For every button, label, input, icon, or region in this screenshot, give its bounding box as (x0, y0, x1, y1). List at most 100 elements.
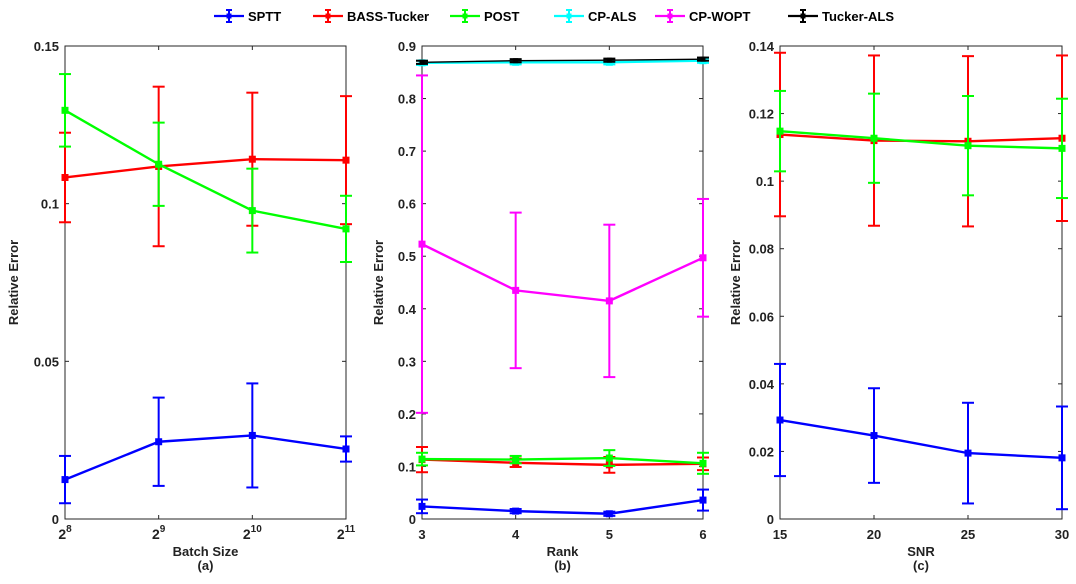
panel-a: 0 0.05 0.1 0.15 28 29 210 211 Batch Size(a) Relat… (6, 39, 356, 573)
data-point (418, 502, 426, 510)
data-point (61, 476, 69, 484)
series-line (64, 434, 347, 481)
panel-b: 0 0.1 0.2 0.3 0.4 0.5 0.6 0.7 0.8 0.9 3 4 5 6 Rank(b) R… (371, 39, 709, 573)
data-point (155, 160, 163, 168)
y-axis-label: Relative Error (6, 240, 21, 325)
data-point (418, 455, 426, 463)
data-point (155, 438, 163, 446)
data-point (699, 254, 707, 262)
y-tick-label: 0.1 (756, 174, 774, 189)
data-point (512, 456, 520, 464)
x-tick-label: 25 (961, 527, 975, 542)
y-tick-label: 0 (409, 512, 416, 527)
data-point (418, 240, 426, 248)
legend-label: BASS-Tucker (347, 9, 429, 24)
series-line (421, 456, 704, 465)
legend-marker (226, 13, 232, 19)
data-point (776, 127, 784, 135)
data-point (870, 432, 878, 440)
legend-item-sptt: SPTT (214, 9, 281, 24)
panel-label: (a) (198, 558, 214, 573)
legend-item-bass-tucker: BASS-Tucker (313, 9, 429, 24)
legend-item-post: POST (450, 9, 519, 24)
series-post (774, 89, 1068, 200)
data-point (699, 459, 707, 467)
y-tick-label: 0.1 (41, 197, 59, 212)
data-point (512, 286, 520, 294)
legend-label: SPTT (248, 9, 281, 24)
y-tick-label: 0.6 (398, 197, 416, 212)
panel-label: (c) (913, 558, 929, 573)
y-axis-label: Relative Error (728, 240, 743, 325)
legend-marker (325, 13, 331, 19)
series-sptt (774, 362, 1068, 511)
data-point (61, 106, 69, 114)
series-line (779, 418, 1063, 460)
series-cp-wopt (416, 74, 709, 414)
data-point (964, 449, 972, 457)
y-tick-label: 0.9 (398, 39, 416, 54)
y-tick-label: 0.4 (398, 302, 417, 317)
y-tick-label: 0.04 (749, 377, 775, 392)
data-point (870, 134, 878, 142)
x-tick-label: 210 (243, 524, 262, 542)
legend-label: CP-WOPT (689, 9, 750, 24)
x-axis-label: SNR (907, 544, 935, 559)
data-point (248, 431, 256, 439)
plot-area (421, 45, 704, 520)
legend-marker (667, 13, 673, 19)
y-tick-label: 0.8 (398, 92, 416, 107)
x-tick-label: 20 (867, 527, 881, 542)
data-point (1058, 144, 1066, 152)
x-tick-label: 15 (773, 527, 787, 542)
panel-label: (b) (554, 558, 571, 573)
data-point (513, 58, 519, 64)
panel-c: 0 0.02 0.04 0.06 0.08 0.1 0.12 0.14 15 20 25 30 SNR(… (728, 39, 1069, 573)
x-tick-label: 3 (418, 527, 425, 542)
legend-label: POST (484, 9, 519, 24)
series-bass-tucker (774, 51, 1068, 228)
y-tick-label: 0.06 (749, 309, 774, 324)
data-point (342, 445, 350, 453)
x-tick-label: 4 (512, 527, 520, 542)
data-point (342, 225, 350, 233)
series-line (421, 458, 704, 467)
data-point (342, 156, 350, 164)
y-tick-label: 0.3 (398, 354, 416, 369)
series-line (64, 158, 347, 179)
series-sptt (59, 382, 352, 505)
y-tick-label: 0.2 (398, 407, 416, 422)
series-line (421, 58, 704, 63)
series-line (779, 129, 1063, 150)
data-point (700, 56, 706, 62)
data-point (699, 496, 707, 504)
series-line (421, 59, 704, 65)
data-point (776, 416, 784, 424)
data-point (419, 59, 425, 65)
legend: SPTT BASS-Tucker POST CP-ALS CP-WOPT Tucker-A… (214, 9, 894, 24)
x-tick-label: 29 (152, 524, 166, 542)
y-tick-label: 0.08 (749, 242, 774, 257)
legend-marker (800, 13, 806, 19)
legend-item-tucker-als: Tucker-ALS (788, 9, 894, 24)
x-tick-label: 6 (699, 527, 706, 542)
y-tick-label: 0.1 (398, 459, 416, 474)
x-tick-label: 28 (58, 524, 72, 542)
legend-marker (462, 13, 468, 19)
y-tick-label: 0.02 (749, 444, 774, 459)
legend-label: Tucker-ALS (822, 9, 894, 24)
series-line (64, 109, 347, 231)
data-point (964, 142, 972, 150)
series-line (421, 243, 704, 303)
data-point (61, 173, 69, 181)
y-tick-label: 0 (767, 512, 774, 527)
x-tick-label: 5 (606, 527, 613, 542)
data-point (248, 207, 256, 215)
y-tick-label: 0 (52, 512, 59, 527)
y-tick-label: 0.14 (749, 39, 775, 54)
series-post (59, 73, 352, 264)
data-point (248, 155, 256, 163)
y-tick-label: 0.7 (398, 144, 416, 159)
data-point (512, 507, 520, 515)
